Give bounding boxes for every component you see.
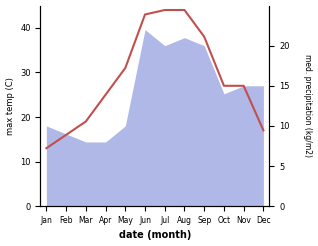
Y-axis label: max temp (C): max temp (C) (5, 77, 15, 135)
Y-axis label: med. precipitation (kg/m2): med. precipitation (kg/m2) (303, 54, 313, 157)
X-axis label: date (month): date (month) (119, 231, 191, 240)
